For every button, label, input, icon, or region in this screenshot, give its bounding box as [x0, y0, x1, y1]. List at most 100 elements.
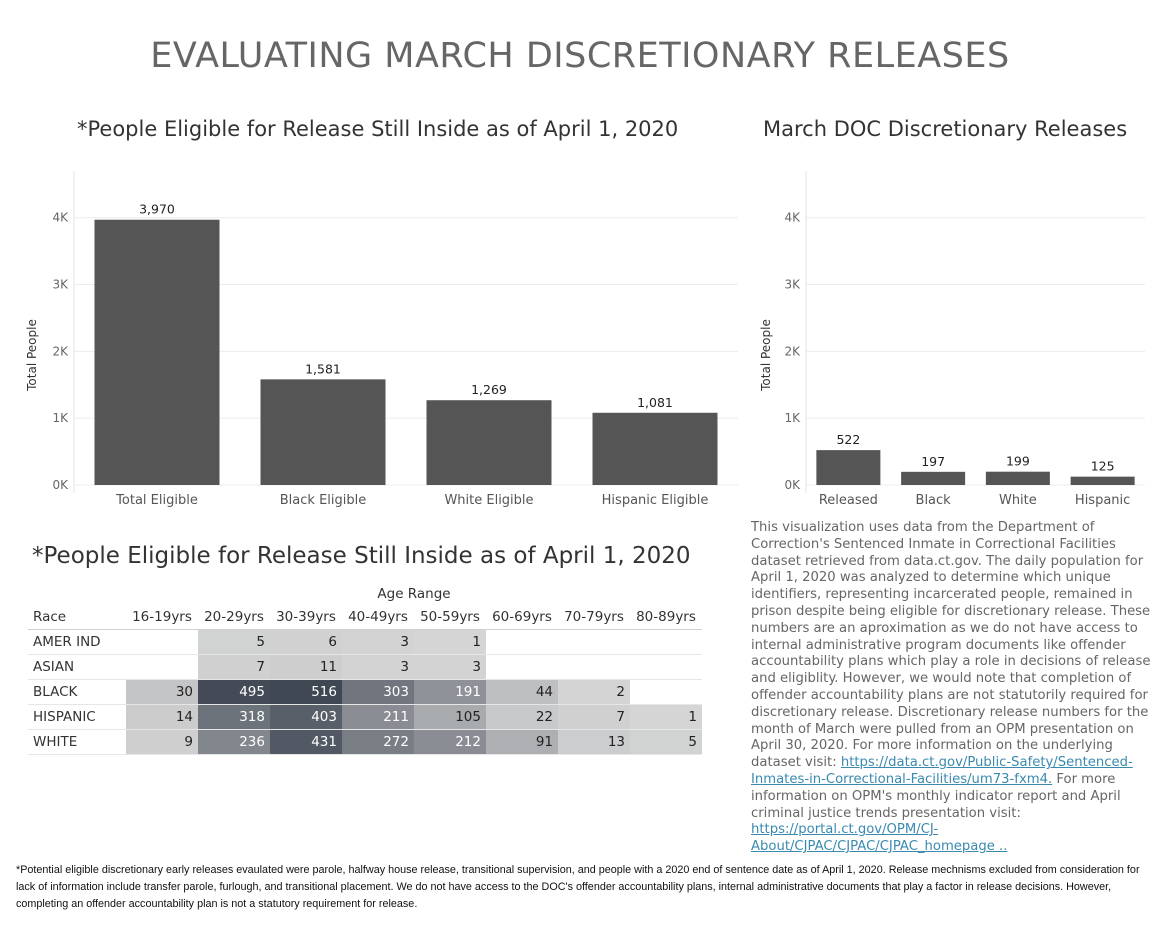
bar — [901, 471, 966, 485]
heatmap-cell: 11 — [270, 654, 342, 680]
bar — [985, 471, 1050, 485]
x-category-label: Black Eligible — [280, 493, 366, 508]
heatmap-cell: 3 — [414, 654, 486, 680]
heatmap-cell — [630, 679, 702, 705]
heatmap-title: *People Eligible for Release Still Insid… — [32, 543, 691, 569]
bar-value-label: 522 — [836, 432, 860, 447]
releases-chart-title: March DOC Discretionary Releases — [763, 117, 1128, 141]
heatmap-row: WHITE 9 236 431 272 212 91 13 5 — [28, 729, 702, 755]
heatmap-cell: 431 — [270, 729, 342, 755]
heatmap-cell: 272 — [342, 729, 414, 755]
heatmap-cell: 7 — [198, 654, 270, 680]
heatmap-cell: 91 — [486, 729, 558, 755]
bar — [260, 379, 386, 485]
heatmap-row: BLACK 30 495 516 303 191 44 2 — [28, 679, 702, 705]
bar — [426, 400, 552, 485]
y-tick-label: 4K — [784, 211, 801, 225]
heatmap-row: HISPANIC 14 318 403 211 105 22 7 1 — [28, 704, 702, 730]
heatmap-row: AMER IND 5 6 3 1 — [28, 629, 702, 655]
page-title: EVALUATING MARCH DISCRETIONARY RELEASES — [150, 36, 1010, 76]
heatmap-cell: 6 — [270, 629, 342, 655]
heatmap-cell: 22 — [486, 704, 558, 730]
eligible-chart-title: *People Eligible for Release Still Insid… — [77, 117, 679, 141]
heatmap-cell: 3 — [342, 654, 414, 680]
age-column-header: 80-89yrs — [630, 605, 702, 630]
y-tick-label: 0K — [784, 478, 801, 492]
heatmap-cell: 1 — [630, 704, 702, 730]
heatmap-cell: 14 — [126, 704, 198, 730]
age-column-header: 70-79yrs — [558, 605, 630, 630]
race-label: AMER IND — [28, 629, 126, 655]
bar-value-label: 1,269 — [471, 382, 507, 397]
age-column-header: 50-59yrs — [414, 605, 486, 630]
heatmap-cell — [486, 629, 558, 655]
heatmap-cell: 9 — [126, 729, 198, 755]
opm-presentation-link[interactable]: https://portal.ct.gov/OPM/CJ-About/CJPAC… — [751, 822, 1008, 855]
heatmap-cell — [126, 629, 198, 655]
heatmap-cell: 211 — [342, 704, 414, 730]
heatmap-cell: 2 — [558, 679, 630, 705]
heatmap-cell: 105 — [414, 704, 486, 730]
heatmap-cell: 13 — [558, 729, 630, 755]
y-tick-label: 2K — [52, 344, 69, 358]
bar — [592, 412, 718, 485]
heatmap-cell: 1 — [414, 629, 486, 655]
x-category-label: Released — [819, 493, 878, 508]
heatmap-cell: 403 — [270, 704, 342, 730]
bar — [816, 450, 881, 485]
description-text-2: For more information on OPM's monthly in… — [751, 771, 1121, 821]
heatmap-cell — [558, 654, 630, 680]
heatmap-cell: 212 — [414, 729, 486, 755]
heatmap-cell: 191 — [414, 679, 486, 705]
y-tick-label: 2K — [784, 344, 801, 358]
race-column-header: Race — [28, 605, 126, 630]
bar-value-label: 3,970 — [139, 202, 175, 217]
x-category-label: Hispanic Eligible — [602, 493, 709, 508]
age-race-heatmap: Age Range Race 16-19yrs 20-29yrs 30-39yrs 4… — [28, 583, 702, 755]
bar-value-label: 199 — [1006, 454, 1030, 469]
dataset-link[interactable]: https://data.ct.gov/Public-Safety/Senten… — [751, 755, 1133, 787]
x-category-label: Black — [916, 493, 952, 508]
heatmap-cell: 30 — [126, 679, 198, 705]
x-category-label: Hispanic — [1075, 493, 1130, 508]
race-label: HISPANIC — [28, 704, 126, 730]
x-category-label: White — [999, 493, 1037, 508]
age-column-header: 16-19yrs — [126, 605, 198, 630]
heatmap-cell — [630, 654, 702, 680]
bar — [94, 219, 220, 485]
y-tick-label: 3K — [784, 278, 801, 292]
bar-value-label: 125 — [1091, 459, 1115, 474]
heatmap-cell: 495 — [198, 679, 270, 705]
heatmap-cell: 44 — [486, 679, 558, 705]
age-column-header: 40-49yrs — [342, 605, 414, 630]
y-tick-label: 4K — [52, 211, 69, 225]
footnote: *Potential eligible discretionary early … — [16, 864, 1140, 910]
heatmap-row: ASIAN 7 11 3 3 — [28, 654, 702, 680]
heatmap-cell: 7 — [558, 704, 630, 730]
y-tick-label: 1K — [784, 411, 801, 425]
race-label: BLACK — [28, 679, 126, 705]
bar — [1070, 476, 1135, 485]
releases-bar-chart: Total People 0K 1K 2K 3K 4K 522 Released 197 Bla… — [759, 171, 1145, 508]
x-category-label: White Eligible — [444, 493, 533, 508]
releases-y-axis-title: Total People — [759, 319, 773, 392]
heatmap-cell — [630, 629, 702, 655]
bar-value-label: 197 — [921, 454, 945, 469]
methodology-description: This visualization uses data from the De… — [751, 520, 1151, 856]
heatmap-cell: 5 — [630, 729, 702, 755]
heatmap-cell: 3 — [342, 629, 414, 655]
race-label: WHITE — [28, 729, 126, 755]
bar-value-label: 1,581 — [305, 361, 341, 376]
heatmap-cell: 318 — [198, 704, 270, 730]
heatmap-cell: 236 — [198, 729, 270, 755]
description-text-1: This visualization uses data from the De… — [751, 520, 1151, 771]
heatmap-cell: 303 — [342, 679, 414, 705]
race-label: ASIAN — [28, 654, 126, 680]
age-column-header: 20-29yrs — [198, 605, 270, 630]
y-tick-label: 3K — [52, 278, 69, 292]
age-column-header: 60-69yrs — [486, 605, 558, 630]
heatmap-cell: 5 — [198, 629, 270, 655]
eligible-y-axis-title: Total People — [25, 319, 39, 392]
y-tick-label: 1K — [52, 411, 69, 425]
heatmap-cell: 516 — [270, 679, 342, 705]
